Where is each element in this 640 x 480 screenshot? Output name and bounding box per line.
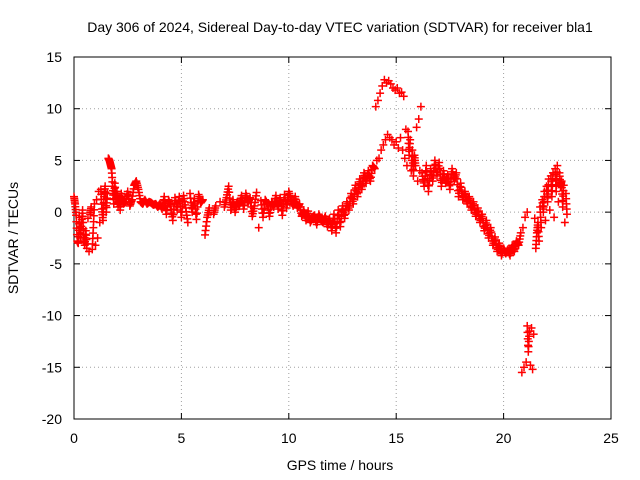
data-point [522,358,531,367]
data-points [70,75,571,377]
data-point [537,223,546,232]
data-point [370,164,379,173]
data-point [198,195,207,204]
data-point [521,213,530,222]
data-point [377,146,386,155]
data-point [411,161,420,170]
data-point [373,96,382,105]
data-point [386,79,395,88]
x-tick-label: 20 [496,430,512,446]
data-point [254,223,263,232]
x-tick-label: 15 [388,430,404,446]
data-point [553,161,562,170]
data-point [406,135,415,144]
data-point [397,88,406,97]
data-point [183,218,192,227]
data-point [91,241,100,250]
y-tick-label: -5 [50,256,63,272]
data-point [379,140,388,149]
data-point [520,363,529,372]
data-point [83,214,92,223]
data-point [371,102,380,111]
data-point [541,216,550,225]
y-tick-label: -15 [42,359,62,375]
data-point [562,210,571,219]
y-tick-label: -20 [42,411,62,427]
data-point [211,201,220,210]
data-point [416,102,425,111]
data-point [103,189,112,198]
data-point [396,133,405,142]
data-point [535,237,544,246]
y-tick-label: 10 [46,101,62,117]
data-point [518,223,527,232]
axis-ticks: 0 5 10 15 20 25 -20 -15 -10 -5 0 5 10 15 [42,49,619,446]
data-point [398,146,407,155]
data-point [550,213,559,222]
data-point [529,330,538,339]
y-tick-label: 15 [46,49,62,65]
data-point [392,137,401,146]
data-point [393,84,402,93]
data-point [90,199,99,208]
data-point [516,228,525,237]
y-tick-label: 5 [54,152,62,168]
data-point [400,154,409,163]
data-point [560,218,569,227]
data-point [414,115,423,124]
data-point [252,188,261,197]
data-point [375,154,384,163]
data-point [528,365,537,374]
data-point [517,368,526,377]
data-point [559,181,568,190]
x-tick-label: 25 [603,430,619,446]
data-point [394,144,403,153]
y-tick-label: 0 [54,204,62,220]
data-point [93,234,102,242]
data-point [376,89,385,98]
plot-frame [73,56,612,420]
data-point [387,135,396,144]
data-point [526,361,535,370]
data-point [530,214,539,223]
data-point [523,208,532,217]
data-point [545,206,554,215]
data-point [413,177,422,186]
y-tick-label: -10 [42,308,62,324]
x-tick-label: 5 [178,430,186,446]
chart-title: Day 306 of 2024, Sidereal Day-to-day VTE… [87,19,593,35]
x-tick-label: 10 [281,430,297,446]
data-point [378,81,387,90]
data-point [527,323,536,332]
data-point [399,92,408,101]
y-axis-label: SDTVAR / TECUs [5,182,21,294]
x-tick-label: 0 [70,430,78,446]
data-point [412,123,421,132]
x-axis-label: GPS time / hours [287,457,394,473]
